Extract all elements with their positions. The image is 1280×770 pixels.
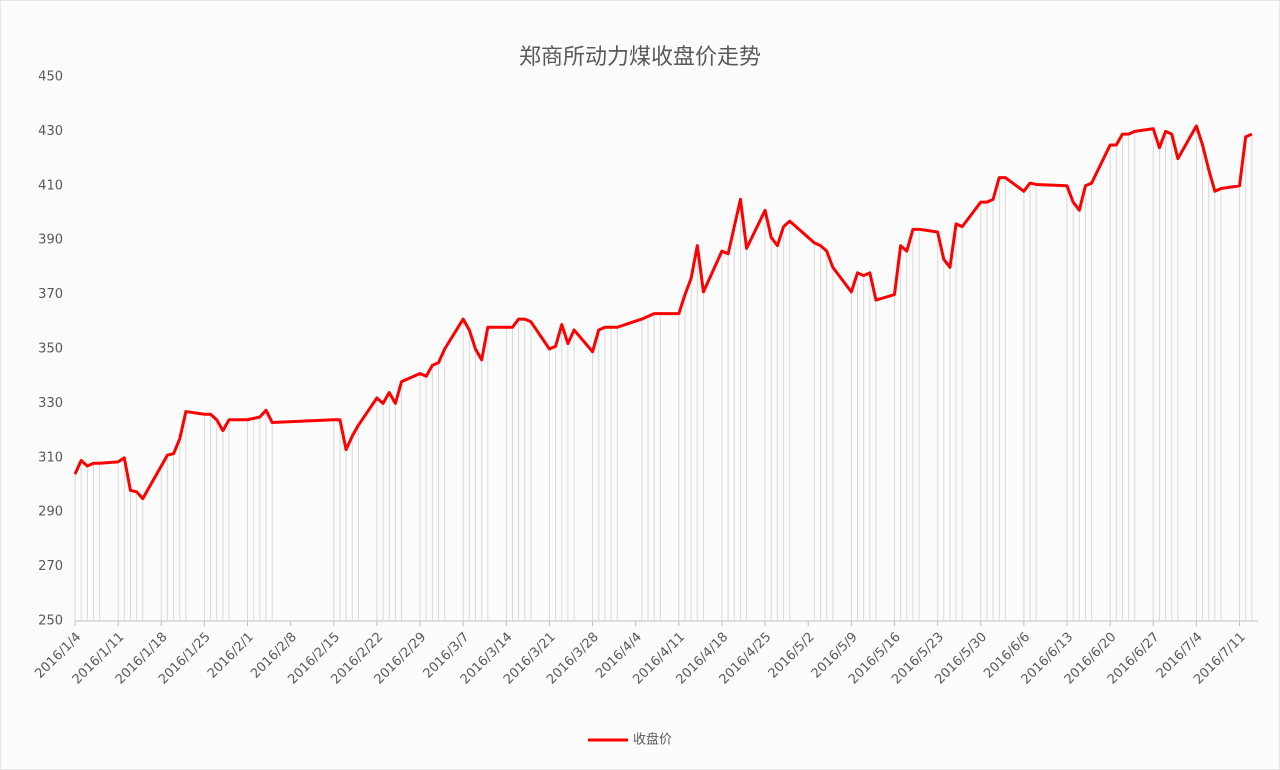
y-tick-label: 270 [38,559,63,574]
chart-title: 郑商所动力煤收盘价走势 [519,45,761,70]
y-tick-label: 410 [38,178,63,193]
y-tick-label: 330 [38,396,63,411]
y-tick-label: 390 [38,233,63,248]
y-tick-label: 310 [38,450,63,465]
y-tick-label: 450 [38,70,63,85]
y-tick-label: 290 [38,505,63,520]
y-tick-label: 370 [38,287,63,302]
y-tick-label: 250 [38,614,63,629]
legend-label: 收盘价 [633,732,672,748]
y-tick-label: 430 [38,124,63,139]
y-tick-label: 350 [38,342,63,357]
data-line [73,124,1253,501]
